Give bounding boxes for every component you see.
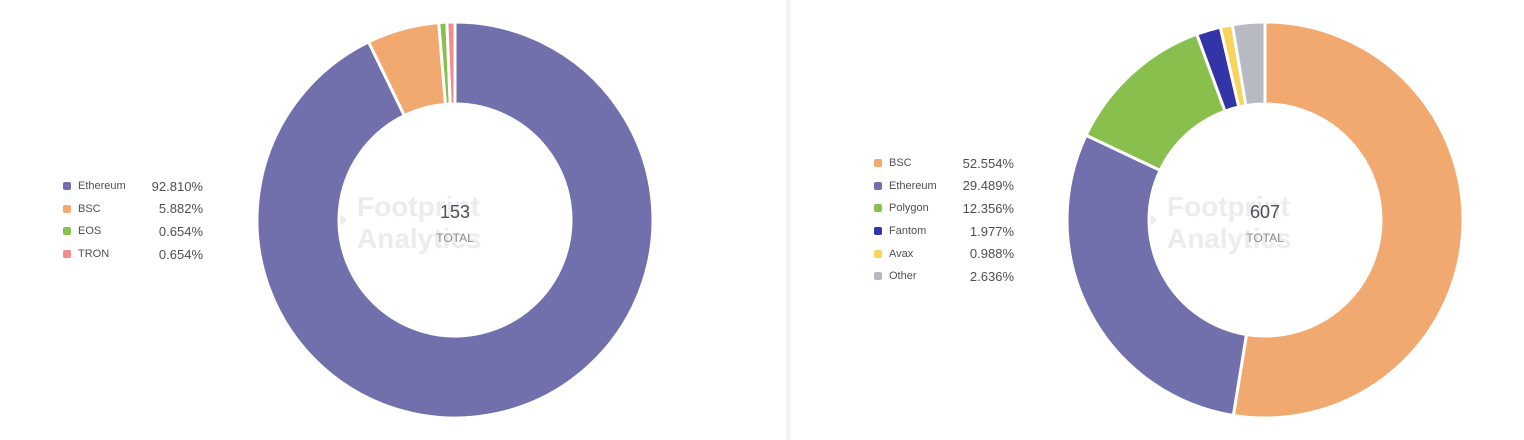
total-label: TOTAL (1246, 231, 1284, 245)
legend-value: 1.977% (969, 223, 1014, 239)
legend-value: 12.356% (962, 200, 1014, 216)
legend-swatch (874, 204, 882, 213)
legend-item-ethereum[interactable]: Ethereum 29.489% (874, 175, 1014, 198)
watermark-line1: Footprint (1167, 191, 1290, 222)
legend-label: Polygon (889, 202, 929, 215)
legend-swatch (874, 159, 882, 168)
legend-label: BSC (889, 157, 912, 170)
legend-item-bsc[interactable]: BSC 52.554% (874, 152, 1014, 175)
total-value: 153 (440, 202, 470, 222)
slice-ethereum[interactable] (255, 20, 655, 420)
legend-swatch (63, 204, 71, 213)
chart-panel-left: Ethereum 92.810% BSC 5.882% EOS 0.654% TRON 0.6… (63, 20, 655, 420)
watermark-line1: Footprint (357, 191, 480, 222)
chart-panel-right: BSC 52.554% Ethereum 29.489% Polygon 12.356% F… (791, 0, 1524, 440)
legend-swatch (874, 227, 882, 236)
legend-item-tron[interactable]: TRON 0.654% (63, 243, 203, 266)
legend-item-eos[interactable]: EOS 0.654% (63, 220, 203, 243)
legend-label: Ethereum (78, 180, 126, 193)
legend-value: 0.654% (158, 246, 203, 262)
legend-label: Ethereum (889, 179, 937, 192)
legend-value: 5.882% (158, 201, 203, 217)
legend-value: 52.554% (962, 155, 1014, 171)
panel-divider (786, 0, 791, 440)
legend-value: 92.810% (151, 178, 203, 194)
slice-ethereum[interactable] (1065, 133, 1248, 417)
legend-item-fantom[interactable]: Fantom 1.977% (874, 220, 1014, 243)
legend-label: BSC (78, 202, 101, 215)
total-label: TOTAL (436, 231, 474, 245)
legend-label: Fantom (889, 225, 927, 238)
legend-item-other[interactable]: Other 2.636% (874, 265, 1014, 288)
legend-swatch (63, 182, 71, 191)
legend-label: Avax (889, 247, 914, 260)
slice-tron[interactable] (445, 20, 457, 106)
slice-other[interactable] (1230, 20, 1267, 108)
legend-swatch (874, 272, 882, 281)
legend-swatch (874, 249, 882, 258)
legend-item-bsc[interactable]: BSC 5.882% (63, 198, 203, 221)
legend-left: Ethereum 92.810% BSC 5.882% EOS 0.654% TRON 0.6… (63, 175, 203, 265)
legend-label: EOS (78, 225, 102, 238)
legend-swatch (874, 181, 882, 190)
watermark-line2: Analytics (357, 223, 482, 254)
slice-bsc[interactable] (1231, 20, 1465, 420)
total-value: 607 (1250, 202, 1280, 222)
watermark-line2: Analytics (1167, 223, 1292, 254)
legend-label: TRON (78, 248, 110, 261)
legend-right: BSC 52.554% Ethereum 29.489% Polygon 12.356% F… (874, 152, 1014, 288)
legend-swatch (63, 250, 71, 259)
legend-item-avax[interactable]: Avax 0.988% (874, 242, 1014, 265)
legend-value: 0.988% (969, 246, 1014, 262)
legend-label: Other (889, 270, 917, 283)
legend-swatch (63, 227, 71, 236)
legend-value: 29.489% (962, 178, 1014, 194)
legend-value: 2.636% (969, 268, 1014, 284)
legend-item-ethereum[interactable]: Ethereum 92.810% (63, 175, 203, 198)
legend-item-polygon[interactable]: Polygon 12.356% (874, 197, 1014, 220)
legend-value: 0.654% (158, 223, 203, 239)
